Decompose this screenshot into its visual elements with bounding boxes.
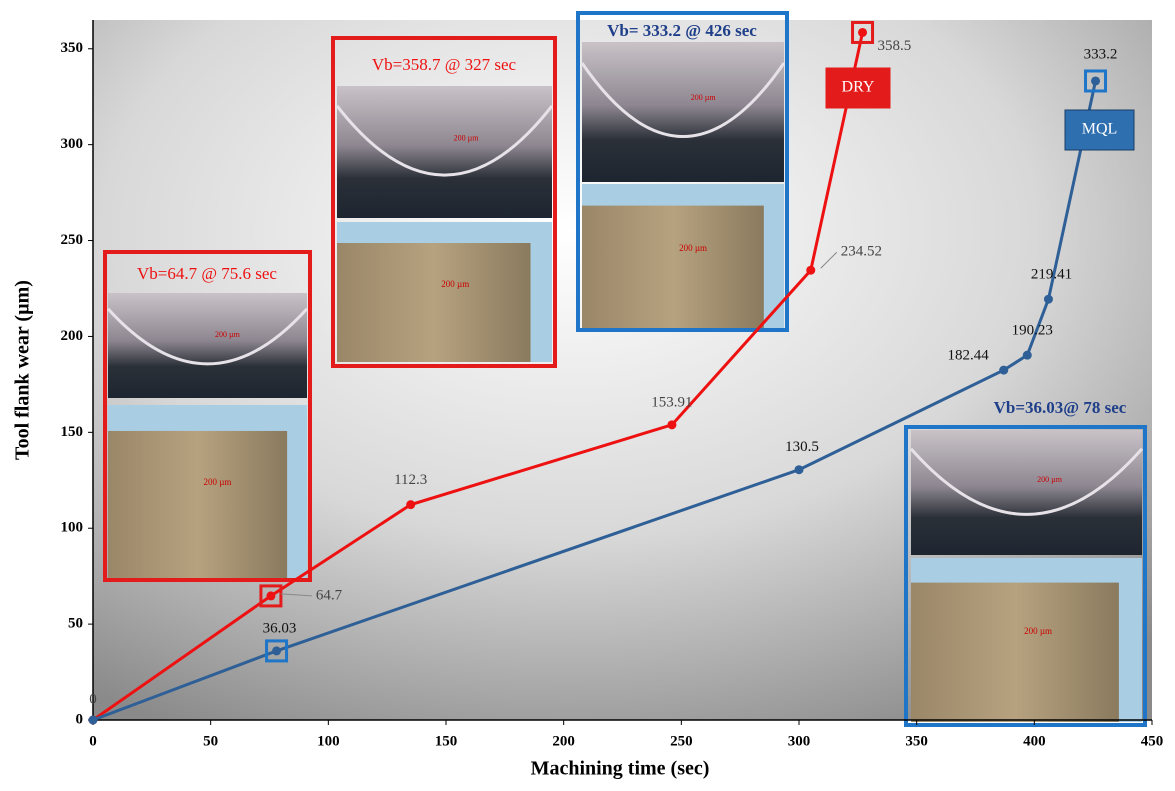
highlight-box — [1084, 69, 1108, 93]
series-line — [92, 32, 865, 722]
x-tick-label: 200 — [552, 733, 575, 749]
y-tick-label: 50 — [68, 616, 83, 632]
data-label: 153.91 — [651, 394, 692, 410]
y-tick-label: 250 — [61, 232, 84, 248]
highlight-box — [851, 20, 875, 44]
annotation-frame — [331, 36, 557, 368]
x-tick-label: 250 — [670, 733, 693, 749]
data-label: 219.41 — [1031, 267, 1072, 283]
data-point — [1043, 294, 1053, 304]
tool-tip-photo — [337, 86, 552, 218]
data-label: 333.2 — [1084, 46, 1118, 62]
y-tick-label: 200 — [61, 328, 84, 344]
data-point — [272, 646, 282, 656]
series-tag — [825, 67, 891, 109]
tool-edge — [106, 307, 309, 366]
data-point — [999, 365, 1009, 375]
y-tick-label: 100 — [61, 520, 84, 536]
data-point — [794, 465, 804, 475]
tool-body — [911, 582, 1119, 722]
tool-edge — [580, 62, 786, 138]
data-point — [1091, 76, 1101, 86]
photo-annotation: 200 µm 200 µm Vb=358.7 @ 327 sec — [331, 36, 557, 368]
x-tick-label: 300 — [788, 733, 811, 749]
tool-tip-photo — [108, 293, 307, 398]
scale-label: 200 µm — [203, 477, 231, 487]
data-point — [88, 715, 98, 725]
tool-body — [108, 430, 288, 578]
y-axis-label: Tool flank wear (µm) — [12, 280, 34, 460]
y-tick-label: 300 — [61, 136, 84, 152]
data-point — [858, 27, 868, 37]
leader-line — [820, 251, 838, 269]
data-point — [266, 591, 276, 601]
photo-annotation: 200 µm 200 µm Vb=64.7 @ 75.6 sec — [103, 250, 312, 582]
x-tick-label: 100 — [317, 733, 340, 749]
x-tick-label: 400 — [1023, 733, 1046, 749]
annotation-text: Vb=36.03@ 78 sec — [994, 398, 1127, 417]
tool-edge — [909, 447, 1144, 516]
tool-tip-photo — [582, 42, 784, 182]
data-label: 0 — [89, 691, 97, 707]
data-label: 190.23 — [1012, 323, 1053, 339]
data-label: 358.5 — [878, 38, 912, 54]
y-tick-label: 350 — [61, 40, 84, 56]
scale-label: 200 µm — [691, 93, 717, 102]
tool-edge — [335, 104, 554, 177]
x-tick-label: 150 — [435, 733, 458, 749]
series-tag-label: DRY — [842, 79, 875, 96]
scale-label: 200 µm — [454, 134, 480, 143]
data-label: 64.7 — [316, 587, 343, 603]
highlight-box — [259, 584, 283, 608]
data-point — [667, 420, 677, 430]
data-point — [1022, 350, 1032, 360]
x-axis-label: Machining time (sec) — [531, 758, 710, 780]
annotation-text: Vb= 333.2 @ 426 sec — [607, 21, 757, 40]
data-label: 234.52 — [841, 244, 882, 260]
scale-label: 200 µm — [1037, 475, 1063, 484]
y-tick-label: 150 — [61, 424, 84, 440]
data-label: 112.3 — [394, 472, 427, 488]
data-label: 182.44 — [947, 348, 989, 364]
scale-label: 200 µm — [679, 243, 707, 253]
series-tag — [1064, 109, 1135, 151]
annotation-frame — [576, 11, 789, 332]
x-tick-label: 350 — [905, 733, 928, 749]
annotation-text: Vb=358.7 @ 327 sec — [372, 55, 517, 74]
x-tick-label: 0 — [89, 733, 97, 749]
tool-body — [582, 205, 764, 328]
highlight-box — [265, 639, 289, 663]
annotation-frame — [904, 425, 1147, 727]
data-point — [806, 265, 816, 275]
tool-tip-photo — [911, 430, 1142, 555]
series-tag-label: MQL — [1082, 121, 1118, 138]
scale-label: 200 µm — [215, 330, 241, 339]
data-point — [406, 500, 416, 510]
data-label: 130.5 — [785, 439, 819, 455]
x-tick-label: 50 — [203, 733, 218, 749]
tool-body — [337, 243, 531, 362]
photo-annotation: 200 µm 200 µm Vb=36.03@ 78 sec — [904, 398, 1147, 727]
scale-label: 200 µm — [441, 279, 469, 289]
y-tick-label: 0 — [76, 711, 84, 727]
leader-line — [280, 593, 312, 597]
data-label: 36.03 — [263, 620, 297, 636]
annotation-frame — [103, 250, 312, 582]
annotation-text: Vb=64.7 @ 75.6 sec — [137, 264, 277, 283]
photo-annotation: 200 µm 200 µm Vb= 333.2 @ 426 sec — [576, 11, 789, 332]
scale-label: 200 µm — [1024, 626, 1052, 636]
x-tick-label: 450 — [1141, 733, 1164, 749]
